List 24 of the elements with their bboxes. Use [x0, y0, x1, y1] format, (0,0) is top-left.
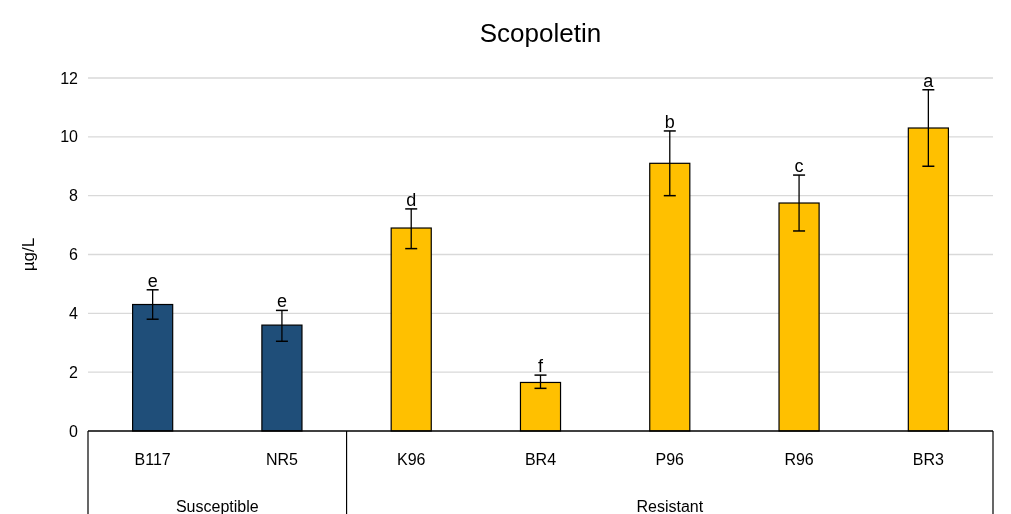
y-tick-label: 10 [60, 128, 79, 146]
y-tick-label: 12 [60, 69, 79, 87]
x-tick-label: R96 [784, 451, 814, 468]
annotation: d [406, 189, 417, 210]
annotation: f [537, 356, 544, 377]
annotation: e [276, 291, 287, 312]
x-tick-label: K96 [396, 451, 426, 468]
y-tick-label: 8 [69, 187, 79, 205]
x-tick-label: BR3 [912, 451, 945, 468]
annotation: a [923, 70, 935, 91]
annotation: c [794, 156, 804, 177]
x-tick-label: BR4 [524, 451, 557, 468]
y-tick-label: 2 [69, 363, 79, 381]
x-tick-label: NR5 [265, 451, 299, 468]
annotation: b [664, 111, 675, 132]
y-tick-label: 4 [69, 304, 79, 322]
text: Resistant [636, 498, 704, 514]
annotation: e [147, 270, 158, 291]
y-tick-label: 6 [69, 246, 79, 264]
x-tick-label: B117 [134, 451, 171, 468]
chart-title: Scopoletin [479, 18, 602, 48]
x-tick-label: P96 [655, 451, 685, 468]
y-tick-label: 0 [69, 422, 79, 440]
y-axis-title: µg/L [19, 237, 38, 272]
